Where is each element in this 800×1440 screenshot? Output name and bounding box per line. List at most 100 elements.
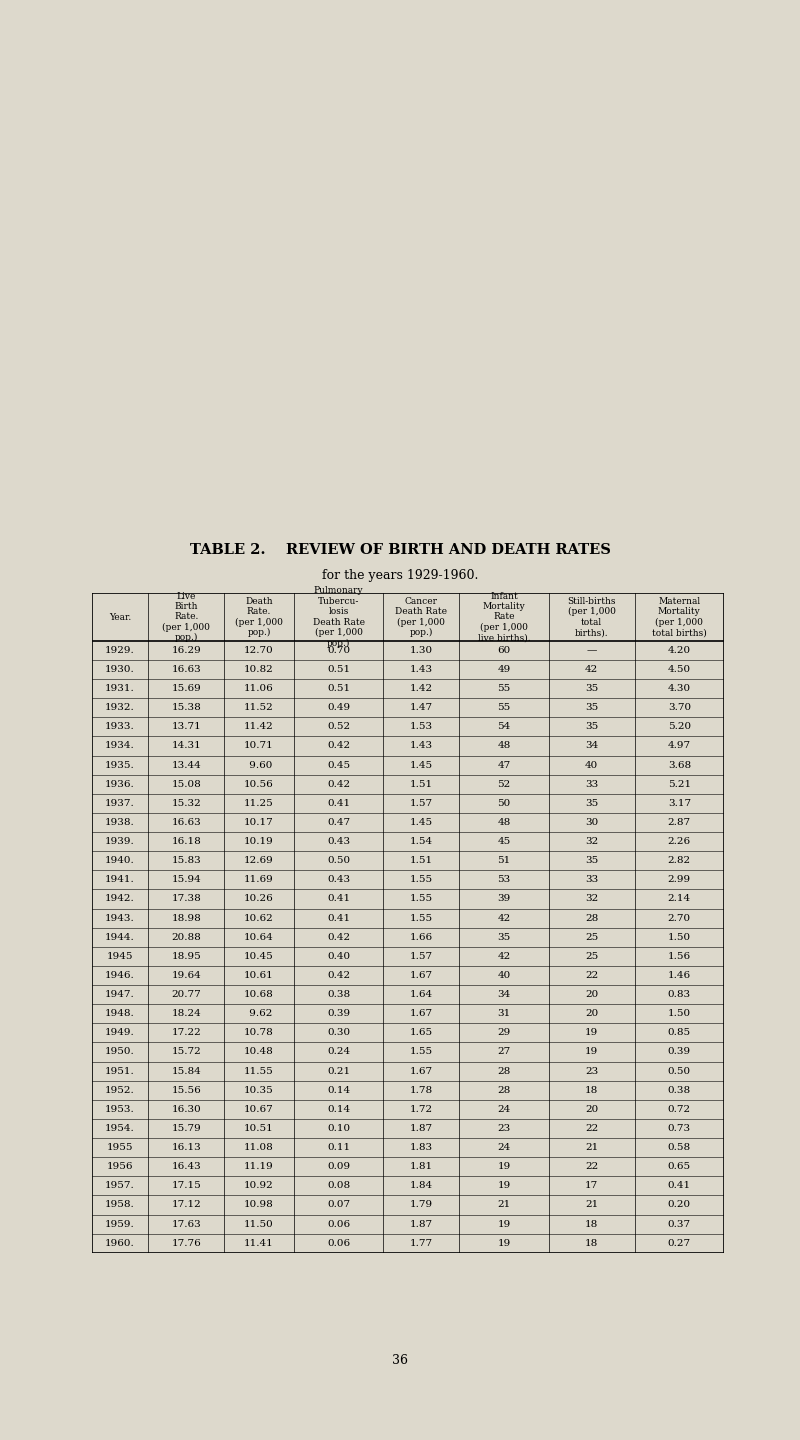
Text: 1939.: 1939. <box>106 837 135 847</box>
Text: 1954.: 1954. <box>106 1125 135 1133</box>
Text: 47: 47 <box>498 760 510 769</box>
Text: 19.64: 19.64 <box>171 971 201 981</box>
Text: 10.26: 10.26 <box>244 894 274 903</box>
Text: —: — <box>586 645 597 655</box>
Text: 10.67: 10.67 <box>244 1104 274 1115</box>
Text: 19: 19 <box>585 1047 598 1057</box>
Text: Infant
Mortality
Rate
(per 1,000
live births).: Infant Mortality Rate (per 1,000 live bi… <box>478 592 530 642</box>
Text: 10.17: 10.17 <box>244 818 274 827</box>
Text: 32: 32 <box>585 837 598 847</box>
Text: 15.56: 15.56 <box>171 1086 201 1094</box>
Text: 10.68: 10.68 <box>244 991 274 999</box>
Text: 35: 35 <box>585 799 598 808</box>
Text: 0.83: 0.83 <box>668 991 691 999</box>
Text: 35: 35 <box>585 857 598 865</box>
Text: 0.24: 0.24 <box>327 1047 350 1057</box>
Text: 0.06: 0.06 <box>327 1220 350 1228</box>
Text: 22: 22 <box>585 1162 598 1171</box>
Text: 12.70: 12.70 <box>244 645 274 655</box>
Text: 1.47: 1.47 <box>410 703 433 713</box>
Text: 0.39: 0.39 <box>327 1009 350 1018</box>
Text: 42: 42 <box>498 952 510 960</box>
Text: 0.41: 0.41 <box>327 894 350 903</box>
Text: 18.98: 18.98 <box>171 913 201 923</box>
Text: 25: 25 <box>585 933 598 942</box>
Text: 0.49: 0.49 <box>327 703 350 713</box>
Text: 49: 49 <box>498 665 510 674</box>
Text: 1.77: 1.77 <box>410 1238 433 1247</box>
Text: 0.65: 0.65 <box>668 1162 691 1171</box>
Text: 50: 50 <box>498 799 510 808</box>
Text: 19: 19 <box>585 1028 598 1037</box>
Text: 4.20: 4.20 <box>668 645 691 655</box>
Text: 3.17: 3.17 <box>668 799 691 808</box>
Text: 0.39: 0.39 <box>668 1047 691 1057</box>
Text: TABLE 2.    REVIEW OF BIRTH AND DEATH RATES: TABLE 2. REVIEW OF BIRTH AND DEATH RATES <box>190 543 610 557</box>
Text: 21: 21 <box>585 1143 598 1152</box>
Text: Still-births
(per 1,000
total
births).: Still-births (per 1,000 total births). <box>567 596 616 636</box>
Text: 1.65: 1.65 <box>410 1028 433 1037</box>
Text: 1948.: 1948. <box>106 1009 135 1018</box>
Text: 18.95: 18.95 <box>171 952 201 960</box>
Text: 27: 27 <box>498 1047 510 1057</box>
Text: 48: 48 <box>498 742 510 750</box>
Text: 21: 21 <box>585 1201 598 1210</box>
Text: 16.63: 16.63 <box>171 818 201 827</box>
Text: 15.79: 15.79 <box>171 1125 201 1133</box>
Text: 11.50: 11.50 <box>244 1220 274 1228</box>
Text: 3.68: 3.68 <box>668 760 691 769</box>
Text: 1941.: 1941. <box>106 876 135 884</box>
Text: 0.38: 0.38 <box>668 1086 691 1094</box>
Text: 3.70: 3.70 <box>668 703 691 713</box>
Text: 0.40: 0.40 <box>327 952 350 960</box>
Text: 1931.: 1931. <box>106 684 135 693</box>
Text: 0.41: 0.41 <box>327 799 350 808</box>
Text: 0.73: 0.73 <box>668 1125 691 1133</box>
Text: 0.14: 0.14 <box>327 1086 350 1094</box>
Text: 1.53: 1.53 <box>410 723 433 732</box>
Text: 13.44: 13.44 <box>171 760 201 769</box>
Text: 17.76: 17.76 <box>171 1238 201 1247</box>
Text: 1945: 1945 <box>107 952 134 960</box>
Text: 5.20: 5.20 <box>668 723 691 732</box>
Text: 1.78: 1.78 <box>410 1086 433 1094</box>
Text: 0.09: 0.09 <box>327 1162 350 1171</box>
Text: 5.21: 5.21 <box>668 779 691 789</box>
Text: 9.62: 9.62 <box>246 1009 272 1018</box>
Text: 1958.: 1958. <box>106 1201 135 1210</box>
Text: 28: 28 <box>585 913 598 923</box>
Text: 18.24: 18.24 <box>171 1009 201 1018</box>
Text: 36: 36 <box>392 1354 408 1368</box>
Text: 1949.: 1949. <box>106 1028 135 1037</box>
Text: 15.32: 15.32 <box>171 799 201 808</box>
Text: 39: 39 <box>498 894 510 903</box>
Text: 1.45: 1.45 <box>410 818 433 827</box>
Text: 1934.: 1934. <box>106 742 135 750</box>
Text: 2.99: 2.99 <box>668 876 691 884</box>
Text: Cancer
Death Rate
(per 1,000
pop.): Cancer Death Rate (per 1,000 pop.) <box>395 596 447 638</box>
Text: 19: 19 <box>498 1238 510 1247</box>
Text: 1956: 1956 <box>107 1162 134 1171</box>
Text: 10.45: 10.45 <box>244 952 274 960</box>
Text: 35: 35 <box>585 684 598 693</box>
Text: 25: 25 <box>585 952 598 960</box>
Text: 1932.: 1932. <box>106 703 135 713</box>
Text: 10.19: 10.19 <box>244 837 274 847</box>
Text: 2.14: 2.14 <box>668 894 691 903</box>
Text: 23: 23 <box>585 1067 598 1076</box>
Text: 55: 55 <box>498 684 510 693</box>
Text: 1.56: 1.56 <box>668 952 691 960</box>
Text: 0.30: 0.30 <box>327 1028 350 1037</box>
Text: 20.77: 20.77 <box>171 991 201 999</box>
Text: 0.43: 0.43 <box>327 837 350 847</box>
Text: 2.82: 2.82 <box>668 857 691 865</box>
Text: 10.61: 10.61 <box>244 971 274 981</box>
Text: 10.51: 10.51 <box>244 1125 274 1133</box>
Text: 0.51: 0.51 <box>327 684 350 693</box>
Text: 11.19: 11.19 <box>244 1162 274 1171</box>
Text: 1.87: 1.87 <box>410 1220 433 1228</box>
Text: 23: 23 <box>498 1125 510 1133</box>
Text: 1.87: 1.87 <box>410 1125 433 1133</box>
Text: 1.43: 1.43 <box>410 665 433 674</box>
Text: for the years 1929-1960.: for the years 1929-1960. <box>322 569 478 583</box>
